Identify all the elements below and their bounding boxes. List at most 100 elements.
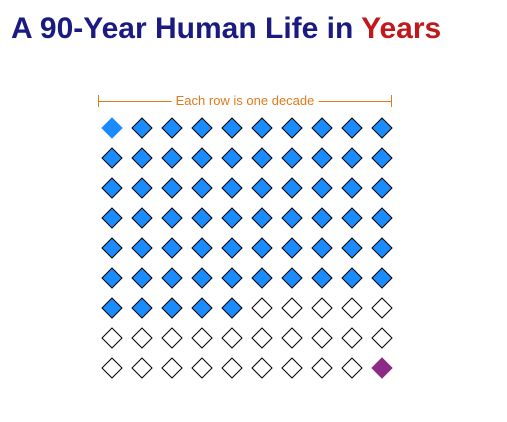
year-diamond-lived <box>221 147 243 169</box>
year-diamond-lived <box>251 117 273 139</box>
year-diamond-remaining <box>251 357 273 379</box>
year-diamond-lived <box>281 177 303 199</box>
year-diamond-remaining <box>161 357 183 379</box>
year-diamond-remaining <box>251 297 273 319</box>
year-diamond-lived <box>191 237 213 259</box>
year-diamond-remaining <box>101 357 123 379</box>
year-diamond-lived <box>191 147 213 169</box>
year-diamond-lived <box>311 237 333 259</box>
year-diamond-final <box>371 357 393 379</box>
year-diamond-lived <box>101 267 123 289</box>
year-diamond-lived <box>101 297 123 319</box>
year-diamond-first <box>101 117 123 139</box>
year-diamond-lived <box>341 207 363 229</box>
year-diamond-remaining <box>311 327 333 349</box>
year-diamond-remaining <box>191 357 213 379</box>
year-diamond-lived <box>221 177 243 199</box>
year-diamond-lived <box>311 117 333 139</box>
year-diamond-remaining <box>221 357 243 379</box>
year-diamond-lived <box>371 237 393 259</box>
year-diamond-lived <box>341 177 363 199</box>
year-diamond-remaining <box>281 297 303 319</box>
year-diamond-remaining <box>371 297 393 319</box>
year-diamond-lived <box>221 207 243 229</box>
annotation-text: Each row is one decade <box>171 92 319 110</box>
year-diamond-lived <box>221 297 243 319</box>
year-diamond-lived <box>341 267 363 289</box>
year-diamond-lived <box>251 237 273 259</box>
year-diamond-lived <box>221 267 243 289</box>
year-diamond-lived <box>131 267 153 289</box>
year-diamond-lived <box>161 267 183 289</box>
year-diamond-lived <box>281 207 303 229</box>
year-diamond-lived <box>161 117 183 139</box>
year-diamond-remaining <box>341 327 363 349</box>
year-diamond-lived <box>251 177 273 199</box>
year-diamond-remaining <box>281 327 303 349</box>
year-diamond-lived <box>131 237 153 259</box>
year-diamond-remaining <box>311 357 333 379</box>
year-diamond-lived <box>371 177 393 199</box>
year-diamond-lived <box>341 117 363 139</box>
year-diamond-lived <box>371 147 393 169</box>
year-diamond-lived <box>191 267 213 289</box>
year-diamond-lived <box>161 207 183 229</box>
year-diamond-remaining <box>191 327 213 349</box>
year-diamond-lived <box>251 267 273 289</box>
year-diamond-lived <box>191 207 213 229</box>
year-diamond-lived <box>281 267 303 289</box>
title-accent: Years <box>361 12 442 45</box>
year-diamond-lived <box>341 237 363 259</box>
years-grid-svg <box>101 117 393 379</box>
year-diamond-lived <box>371 117 393 139</box>
year-diamond-lived <box>191 117 213 139</box>
year-diamond-remaining <box>371 327 393 349</box>
decade-annotation: Each row is one decade <box>98 92 392 110</box>
title-prefix: A 90-Year Human Life in <box>11 12 362 45</box>
year-diamond-lived <box>371 267 393 289</box>
year-diamond-lived <box>311 267 333 289</box>
year-diamond-remaining <box>131 357 153 379</box>
year-diamond-lived <box>101 237 123 259</box>
year-diamond-lived <box>161 297 183 319</box>
year-diamond-lived <box>251 147 273 169</box>
year-diamond-lived <box>191 297 213 319</box>
year-diamond-lived <box>221 237 243 259</box>
year-diamond-remaining <box>341 357 363 379</box>
year-diamond-remaining <box>221 327 243 349</box>
year-diamond-lived <box>281 117 303 139</box>
year-diamond-remaining <box>251 327 273 349</box>
year-diamond-lived <box>281 147 303 169</box>
year-diamond-lived <box>251 207 273 229</box>
year-diamond-lived <box>131 177 153 199</box>
annotation-bracket-right-tick <box>391 95 392 107</box>
year-diamond-remaining <box>281 357 303 379</box>
year-diamond-lived <box>131 207 153 229</box>
year-diamond-lived <box>341 147 363 169</box>
year-diamond-lived <box>371 207 393 229</box>
annotation-bracket-left-tick <box>98 95 99 107</box>
year-diamond-remaining <box>161 327 183 349</box>
year-diamond-lived <box>161 237 183 259</box>
year-diamond-lived <box>191 177 213 199</box>
year-diamond-remaining <box>101 327 123 349</box>
year-diamond-lived <box>131 147 153 169</box>
year-diamond-lived <box>311 177 333 199</box>
year-diamond-lived <box>131 297 153 319</box>
year-diamond-lived <box>101 147 123 169</box>
year-diamond-lived <box>161 147 183 169</box>
year-diamond-lived <box>101 177 123 199</box>
year-diamond-lived <box>221 117 243 139</box>
year-diamond-remaining <box>341 297 363 319</box>
year-diamond-remaining <box>311 297 333 319</box>
year-diamond-lived <box>161 177 183 199</box>
page-title: A 90-Year Human Life in Years <box>11 10 441 48</box>
year-diamond-lived <box>311 207 333 229</box>
year-diamond-remaining <box>131 327 153 349</box>
years-grid <box>97 113 397 383</box>
year-diamond-lived <box>131 117 153 139</box>
year-diamond-lived <box>101 207 123 229</box>
year-diamond-lived <box>281 237 303 259</box>
year-diamond-lived <box>311 147 333 169</box>
